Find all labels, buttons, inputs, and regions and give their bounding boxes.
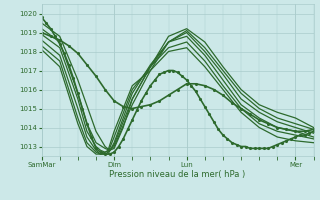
X-axis label: Pression niveau de la mer( hPa ): Pression niveau de la mer( hPa ) bbox=[109, 170, 246, 179]
